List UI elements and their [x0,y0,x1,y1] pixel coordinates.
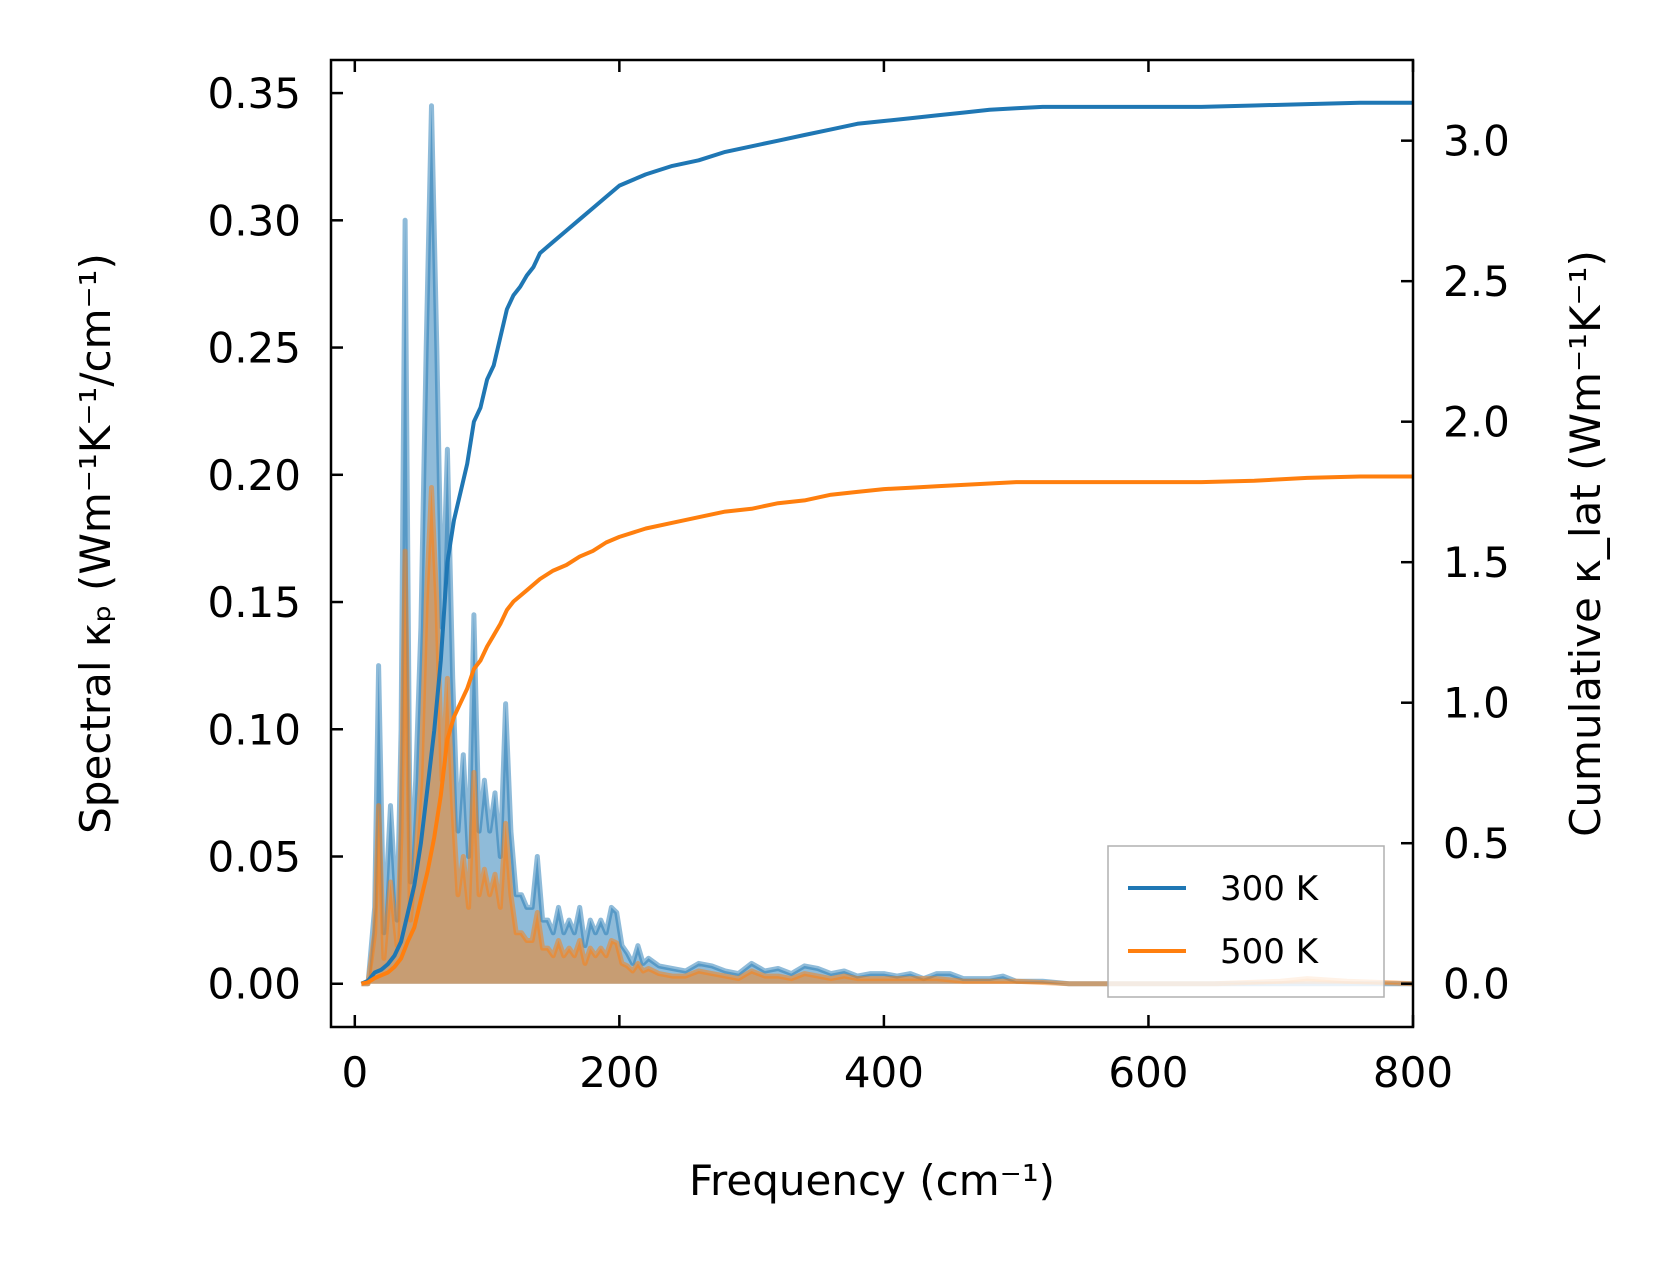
y-left-tick-label: 0.10 [207,705,301,754]
x-tick-label: 600 [1108,1048,1188,1097]
y-right-tick-label: 1.5 [1443,538,1510,587]
y-left-tick-label: 0.25 [207,324,301,373]
cumulative-line-300-k [360,100,1413,986]
y-left-tick-label: 0.20 [207,451,301,500]
y-left-tick-label: 0.05 [207,833,301,882]
y-right-tick-label: 2.5 [1443,257,1510,306]
x-tick-label: 400 [844,1048,924,1097]
plot-frame [329,58,1415,1029]
legend-label: 300 K [1220,869,1320,909]
y-right-tick-label: 2.0 [1443,398,1510,447]
spectral-fill-500-k [361,487,1413,984]
spectral-line-500-k [361,485,1413,987]
y-axis-label-left: Spectral κₚ (Wm⁻¹K⁻¹/cm⁻¹) [71,253,120,834]
y-left-tick-label: 0.30 [207,196,301,245]
y-right-tick-label: 3.0 [1443,117,1510,166]
y-right-tick-label: 1.0 [1443,679,1510,728]
x-tick-label: 800 [1373,1048,1453,1097]
y-left-tick-label: 0.00 [207,960,301,1009]
y-right-tick-label: 0.5 [1443,819,1510,868]
legend-label: 500 K [1220,932,1320,972]
x-tick-label: 0 [341,1048,368,1097]
y-axis-label-right: Cumulative κ_lat (Wm⁻¹K⁻¹) [1561,250,1610,837]
ticks-group: 0 200 400 600 800 0.00 0.05 0.10 0.15 0.20 0.25 0.3… [207,60,1510,1097]
y-left-tick-label: 0.35 [207,69,301,118]
legend-box [1107,845,1385,998]
x-tick-label: 200 [579,1048,659,1097]
y-right-tick-label: 0.0 [1443,960,1510,1009]
series-group [360,100,1413,987]
legend: 300 K 500 K [1107,845,1385,998]
x-axis-label: Frequency (cm⁻¹) [689,1156,1055,1205]
cumulative-line-500-k [360,474,1413,986]
y-left-tick-label: 0.15 [207,578,301,627]
